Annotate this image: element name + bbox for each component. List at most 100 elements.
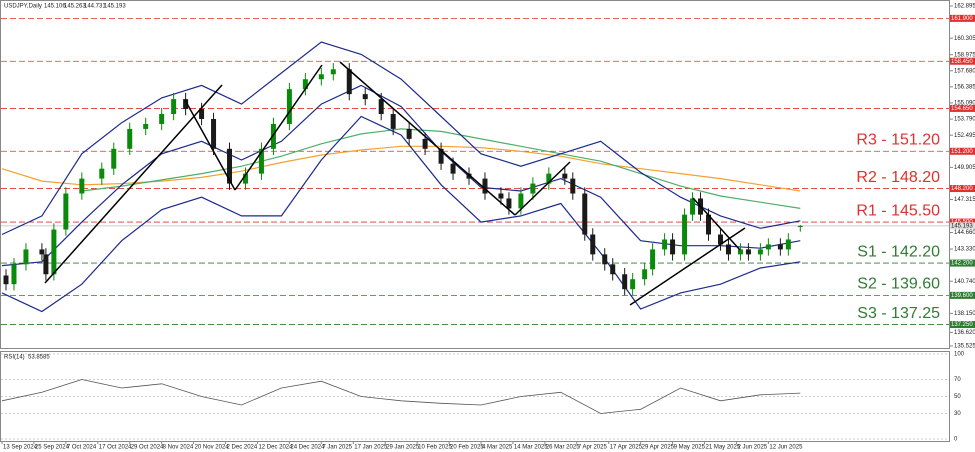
candle-body: [670, 239, 676, 255]
level-tag: 151.200: [951, 149, 973, 155]
x-tick-label: 29 Jan 2025: [386, 445, 420, 451]
candle-body: [518, 193, 524, 209]
y-tick-label: 160.305: [954, 36, 975, 42]
candle-body: [199, 109, 205, 119]
x-tick-label: 2 Dec 2024: [227, 445, 258, 451]
level-tag: 158.450: [951, 59, 973, 65]
candle-body: [39, 249, 45, 255]
candle-body: [302, 79, 308, 90]
candle-body: [582, 193, 588, 235]
candle-body: [765, 244, 771, 250]
last-price-bg: [950, 222, 975, 230]
trendlines: [44, 61, 746, 306]
ohlc-open: 145.106: [44, 4, 66, 10]
candle-body: [318, 74, 324, 80]
x-tick-label: 24 Dec 2024: [290, 445, 325, 451]
candle-body: [79, 178, 85, 194]
overlay-line: [1, 41, 801, 236]
y-tick-label: 136.620: [954, 330, 975, 336]
candle-body: [717, 234, 723, 245]
level-label: S3 - 137.25: [857, 305, 940, 322]
x-tick-label: 7 Jan 2025: [322, 445, 352, 451]
y-tick-label: 152.495: [954, 133, 975, 139]
rsi-tick-label: 50: [954, 394, 961, 400]
candle-body: [286, 89, 292, 124]
last-price-tag: 145.193: [951, 223, 973, 229]
candle-body: [785, 239, 791, 250]
candle-body: [622, 274, 628, 290]
price-panel: [0, 0, 950, 349]
candle-body: [570, 178, 576, 194]
level-label: R3 - 151.20: [856, 131, 940, 148]
candle-body: [242, 173, 248, 184]
candle-body: [737, 249, 743, 255]
candle-body: [11, 264, 17, 285]
y-tick-label: 143.330: [954, 247, 975, 253]
x-tick-label: 4 Mar 2025: [482, 445, 513, 451]
level-label: R2 - 148.20: [856, 169, 940, 186]
candle-body: [362, 94, 368, 100]
symbol: USDJPY,Daily: [4, 4, 42, 10]
candle-body: [346, 69, 352, 95]
x-tick-label: 17 Apr 2025: [610, 445, 643, 451]
y-tick-label: 140.740: [954, 279, 975, 285]
trendline: [692, 197, 741, 251]
rsi-tick-label: 30: [954, 411, 961, 417]
x-tick-label: 2 Jun 2025: [737, 445, 767, 451]
candle-body: [51, 229, 57, 275]
x-tick-label: 17 Jan 2025: [354, 445, 388, 451]
candle-body: [630, 279, 636, 290]
candle-body: [159, 114, 165, 124]
candle-body: [602, 254, 608, 265]
y-tick-label: 153.790: [954, 117, 975, 123]
level-tag: 137.250: [951, 322, 973, 328]
x-tick-label: 9 May 2025: [674, 445, 706, 451]
x-tick-label: 8 Nov 2024: [163, 445, 194, 451]
candle-body: [482, 178, 488, 194]
level-label: R1 - 145.50: [856, 202, 940, 219]
overlay-line: [1, 115, 801, 313]
x-tick-label: 29 Oct 2024: [131, 445, 164, 451]
y-tick-label: 158.975: [954, 52, 975, 58]
x-tick-label: 12 Jun 2025: [769, 445, 803, 451]
rsi-value: 53.8585: [28, 355, 50, 361]
candle-body: [530, 183, 536, 194]
rsi-line: [1, 379, 801, 414]
candle-body: [745, 249, 751, 255]
overlay-line: [81, 128, 801, 209]
x-tick-label: 25 Sep 2024: [35, 445, 70, 451]
candle-body: [706, 214, 712, 235]
y-tick-label: 135.525: [954, 344, 975, 350]
candle-body: [3, 275, 9, 285]
level-tag-bg: [950, 57, 975, 65]
trendline: [234, 64, 323, 191]
candle-body: [43, 254, 49, 275]
candle-body: [546, 173, 552, 184]
level-tag-bg: [950, 14, 975, 22]
trendline: [44, 84, 223, 284]
level-tag-bg: [950, 321, 975, 329]
level-label: S1 - 142.20: [857, 243, 940, 260]
x-tick-label: 26 Mar 2025: [546, 445, 580, 451]
x-tick-label: 14 Mar 2025: [514, 445, 548, 451]
candle-body: [662, 239, 668, 250]
candle-body: [777, 244, 783, 250]
y-tick-label: 162.895: [954, 4, 975, 10]
candle-body: [610, 264, 616, 275]
x-tick-label: 20 Nov 2024: [195, 445, 230, 451]
level-tag: 139.600: [951, 293, 973, 299]
rsi-tick-label: 0: [954, 437, 958, 443]
candle-body: [757, 249, 763, 255]
y-tick-label: 149.905: [954, 165, 975, 171]
level-tag-bg: [950, 104, 975, 112]
candle-body: [562, 173, 568, 179]
candle-body: [797, 225, 803, 227]
candle-body: [143, 123, 149, 129]
candle-body: [642, 269, 648, 280]
rsi-tick-label: 70: [954, 377, 961, 383]
candle-body: [590, 234, 596, 255]
level-tag-bg: [950, 147, 975, 155]
level-tag-bg: [950, 218, 975, 226]
level-tag-bg: [950, 185, 975, 193]
ohlc-high: 145.263: [64, 4, 86, 10]
